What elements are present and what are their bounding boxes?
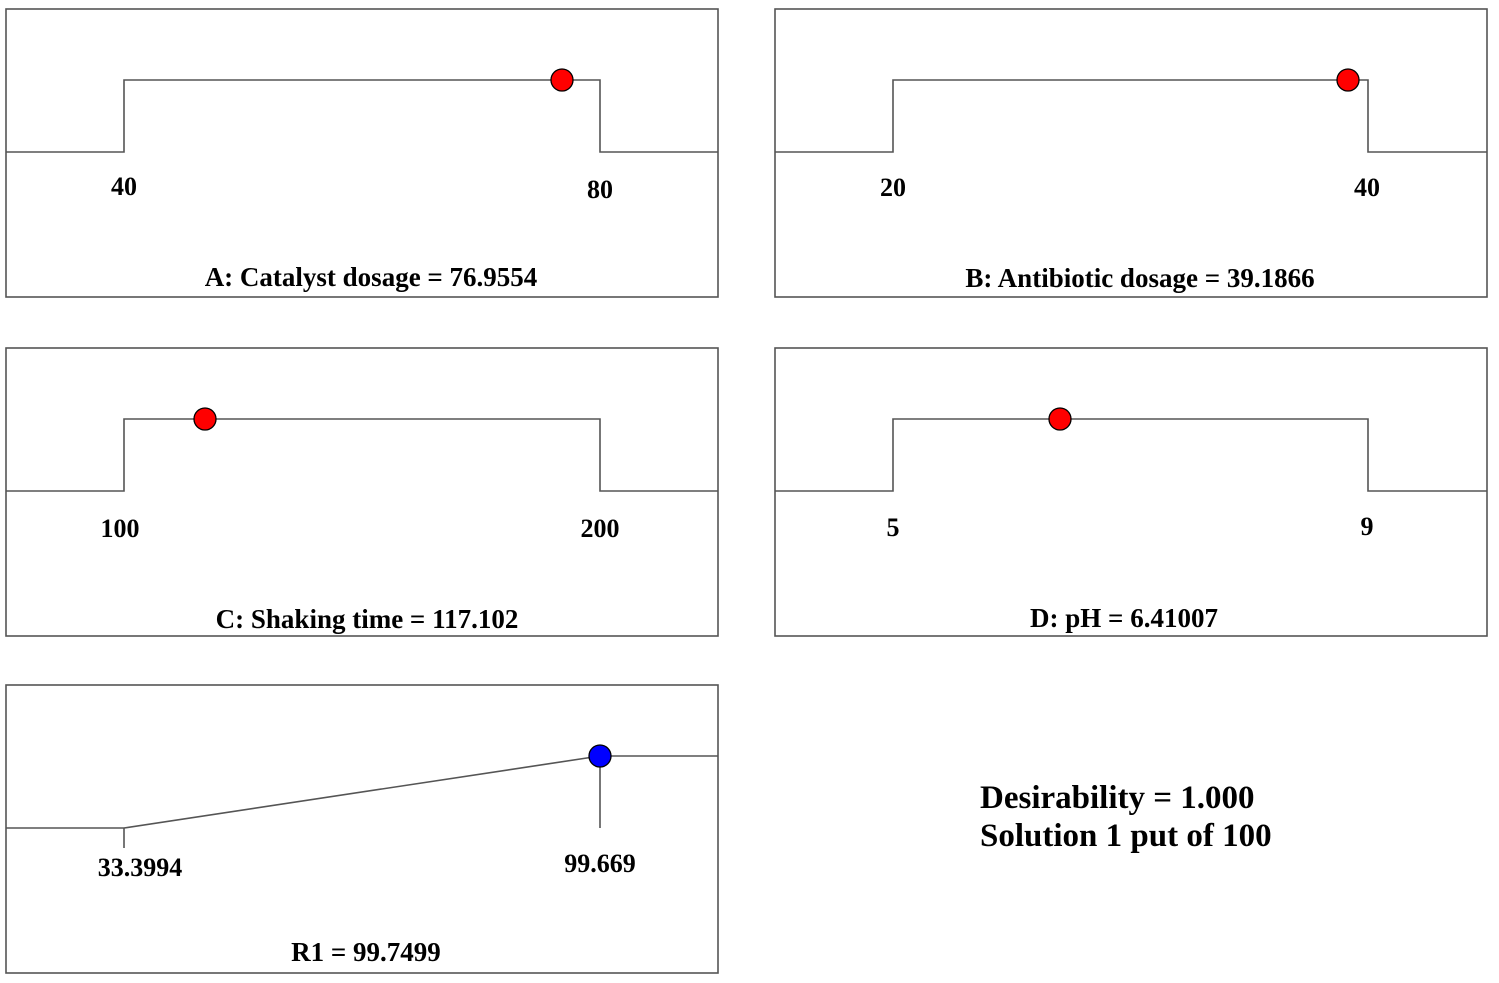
panel-r1-current-value-point [588,744,612,768]
panel-d-high-tick-label: 9 [1361,512,1374,541]
panel-r1: 33.3994 99.669 R1 = 99.7499 [5,684,719,974]
solution-summary: Solution 1 put of 100 [980,818,1272,854]
panel-b: 20 40 B: Antibiotic dosage = 39.1866 [774,8,1488,298]
panel-a-high-tick-label: 80 [587,175,613,204]
desirability-summary: Desirability = 1.000 [980,780,1255,816]
panel-a-low-tick-label: 40 [111,172,137,201]
panel-a-frame [5,8,719,298]
panel-a-current-value-point [550,68,574,92]
panel-r1-frame [5,684,719,974]
panel-d-current-value-point [1048,407,1072,431]
panel-b-desirability-line [775,79,1487,153]
panel-d-low-tick-label: 5 [887,513,900,542]
panel-b-factor-label: B: Antibiotic dosage = 39.1866 [965,263,1314,293]
panel-c-high-tick-label: 200 [581,514,620,543]
panel-a-factor-label: A: Catalyst dosage = 76.9554 [205,262,538,292]
panel-r1-low-tick-label: 33.3994 [98,853,183,882]
panel-c-low-tick-label: 100 [101,514,140,543]
panel-c-current-value-point [193,407,217,431]
panel-d-factor-label: D: pH = 6.41007 [1030,603,1218,633]
panel-c-frame [5,347,719,637]
panel-c-factor-label: C: Shaking time = 117.102 [216,604,519,634]
panel-b-frame [774,8,1488,298]
panel-c: 100 200 C: Shaking time = 117.102 [5,347,719,637]
panel-r1-response-label: R1 = 99.7499 [291,937,441,967]
panel-d: 5 9 D: pH = 6.41007 [774,347,1488,637]
panel-r1-desirability-line [6,755,718,829]
panel-r1-high-tick-label: 99.669 [564,849,636,878]
summary-block: Desirability = 1.000 Solution 1 put of 1… [980,780,1272,854]
panel-a-desirability-line [6,79,718,153]
panel-a: 40 80 A: Catalyst dosage = 76.9554 [5,8,719,298]
panel-d-frame [774,347,1488,637]
panel-b-high-tick-label: 40 [1354,173,1380,202]
panel-c-desirability-line [6,418,718,492]
panel-b-current-value-point [1336,68,1360,92]
panel-b-low-tick-label: 20 [880,173,906,202]
panel-d-desirability-line [775,418,1487,492]
